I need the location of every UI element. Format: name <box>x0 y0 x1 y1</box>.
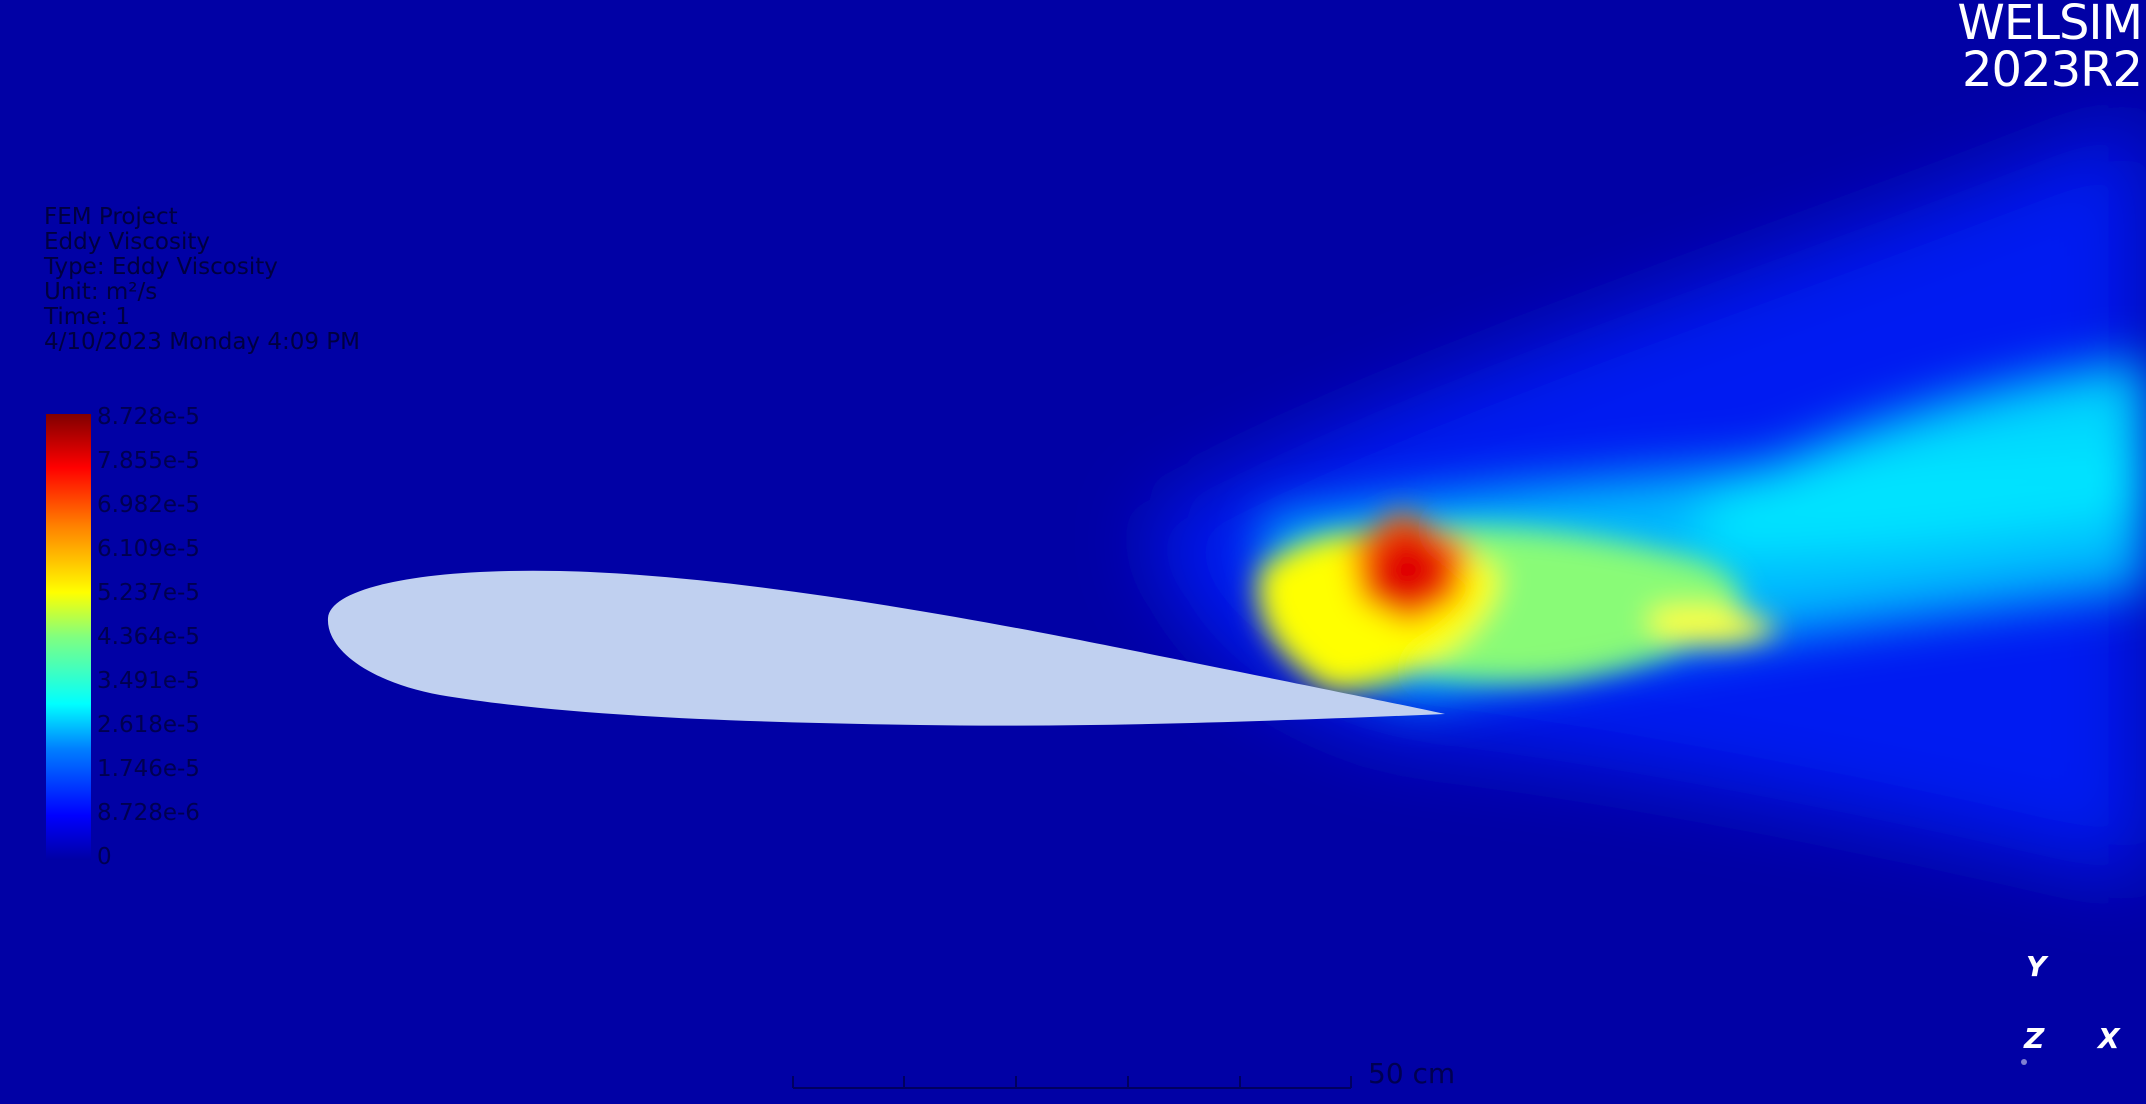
result-timestamp: 4/10/2023 Monday 4:09 PM <box>44 329 361 355</box>
legend-label: 4.364e-5 <box>97 624 200 650</box>
result-time: Time: 1 <box>44 304 130 330</box>
color-legend-bar <box>46 414 91 860</box>
airfoil-shape[interactable] <box>327 570 1445 726</box>
project-name: FEM Project <box>44 204 178 230</box>
legend-label: 7.855e-5 <box>97 448 200 474</box>
result-unit: Unit: m²/s <box>44 279 158 305</box>
legend-label: 3.491e-5 <box>97 668 200 694</box>
legend-label: 5.237e-5 <box>97 580 200 606</box>
y-axis-label: Y <box>2026 950 2047 983</box>
legend-label: 0 <box>97 844 112 870</box>
brand-version: 2023R2 <box>1961 42 2143 98</box>
x-axis-label: X <box>2098 1022 2120 1055</box>
legend-label: 8.728e-6 <box>97 800 200 826</box>
legend-label: 6.109e-5 <box>97 536 200 562</box>
origin-icon <box>2021 1059 2027 1065</box>
z-axis-label: Z <box>2024 1022 2045 1055</box>
brand-logo: WELSIM 2023R2 <box>1957 0 2143 98</box>
legend-label: 8.728e-5 <box>97 404 200 430</box>
result-info-panel: FEM Project Eddy Viscosity Type: Eddy Vi… <box>44 205 360 355</box>
result-name: Eddy Viscosity <box>44 229 210 255</box>
legend-label: 1.746e-5 <box>97 756 200 782</box>
scale-bar-label: 50 cm <box>1368 1057 1456 1090</box>
brand-name: WELSIM <box>1957 0 2143 51</box>
wake-region-core <box>1258 510 1780 690</box>
legend-label: 2.618e-5 <box>97 712 200 738</box>
axis-triad[interactable]: Y Z X <box>2000 950 2146 1104</box>
legend-label: 6.982e-5 <box>97 492 200 518</box>
result-type: Type: Eddy Viscosity <box>44 254 278 280</box>
scale-bar <box>792 1076 1352 1089</box>
